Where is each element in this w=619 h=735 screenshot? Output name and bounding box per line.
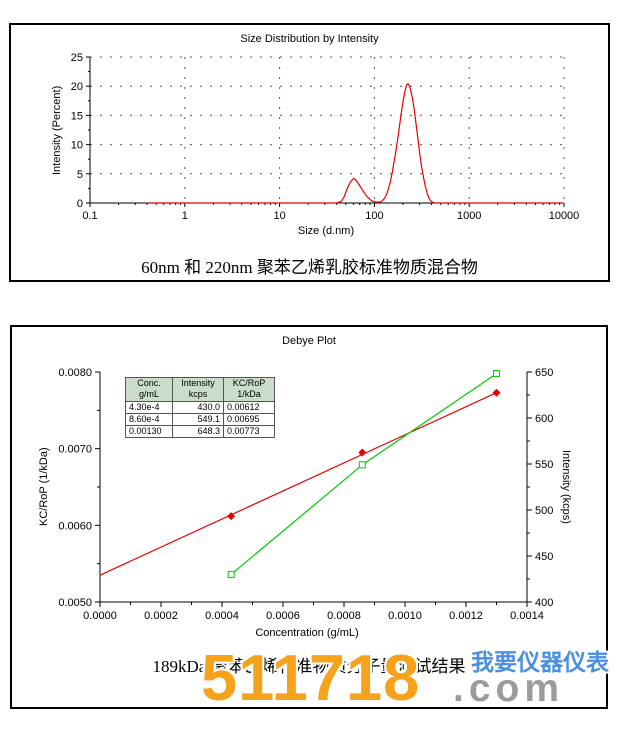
svg-text:0.0012: 0.0012	[449, 610, 483, 622]
svg-text:25: 25	[71, 52, 83, 64]
svg-text:400: 400	[535, 597, 553, 609]
debye-table-cell: 0.00130	[125, 424, 173, 439]
watermark-slogan: 我要仪器仪表	[471, 649, 609, 675]
svg-text:100: 100	[365, 210, 383, 222]
size-distribution-panel: Size Distribution by Intensity 0 5 10 15 20 2…	[9, 23, 610, 282]
svg-text:5: 5	[77, 169, 83, 181]
debye-table-header: Conc. g/mL Intensity kcps KC/RoP 1/kDa	[125, 377, 275, 402]
debye-table-row: 4.30e-4 430.0 0.00612	[125, 400, 275, 414]
svg-text:0.0002: 0.0002	[144, 610, 178, 622]
svg-text:10000: 10000	[549, 210, 580, 222]
size-distribution-chart: 0 5 10 15 20 25 0.1 1 10 100 1000 10000	[71, 52, 580, 222]
svg-text:0.0080: 0.0080	[58, 367, 92, 379]
debye-table-row: 8.60e-4 549.1 0.00695	[125, 412, 275, 427]
svg-text:15: 15	[71, 110, 83, 122]
svg-text:0.0006: 0.0006	[266, 610, 300, 622]
debye-table-cell: 8.60e-4	[125, 412, 173, 427]
svg-text:0: 0	[77, 198, 83, 210]
debye-chart-caption: 189kDa 聚苯乙烯标准物质分子量测试结果	[152, 657, 466, 676]
svg-text:1000: 1000	[457, 210, 481, 222]
svg-text:0.0008: 0.0008	[327, 610, 361, 622]
debye-right-axis-label: Intensity (kcps)	[560, 450, 572, 524]
debye-left-axis-label: KC/RoP (1/kDa)	[38, 447, 50, 527]
size-chart-x-axis-label: Size (d.nm)	[297, 225, 355, 237]
svg-text:0.0010: 0.0010	[388, 610, 422, 622]
debye-table-col-header: KC/RoP 1/kDa	[223, 377, 275, 402]
svg-text:0.0060: 0.0060	[58, 520, 92, 532]
debye-table-cell: 0.00773	[223, 424, 275, 439]
debye-table-col-header: Conc. g/mL	[125, 377, 173, 402]
debye-table-cell: 0.00612	[223, 400, 275, 414]
size-chart-caption: 60nm 和 220nm 聚苯乙烯乳胶标准物质混合物	[141, 258, 478, 277]
svg-text:600: 600	[535, 413, 553, 425]
svg-text:0.0050: 0.0050	[58, 597, 92, 609]
debye-table-cell: 430.0	[172, 400, 224, 414]
debye-table-cell: 648.3	[172, 424, 224, 439]
debye-table-cell: 0.00695	[223, 412, 275, 427]
svg-text:20: 20	[71, 81, 83, 93]
svg-text:450: 450	[535, 551, 553, 563]
debye-table-col-header: Intensity kcps	[172, 377, 224, 402]
svg-text:0.0000: 0.0000	[83, 610, 117, 622]
debye-chart-title: Debye Plot	[282, 335, 336, 347]
debye-table-cell: 549.1	[172, 412, 224, 427]
svg-text:550: 550	[535, 459, 553, 471]
debye-table-cell: 4.30e-4	[125, 400, 173, 414]
debye-plot-chart: 0.0050 0.0060 0.0070 0.0080 400 450 500 550 600 6…	[58, 367, 553, 622]
debye-table-row: 0.00130 648.3 0.00773	[125, 424, 275, 439]
watermark-number: 511718	[201, 641, 421, 714]
svg-text:650: 650	[535, 367, 553, 379]
svg-text:500: 500	[535, 505, 553, 517]
svg-text:0.0014: 0.0014	[510, 610, 544, 622]
svg-text:0.0070: 0.0070	[58, 444, 92, 456]
size-chart-y-axis-label: Intensity (Percent)	[51, 85, 63, 175]
svg-text:10: 10	[71, 140, 83, 152]
debye-results-table: Conc. g/mL Intensity kcps KC/RoP 1/kDa 4.30e-…	[125, 377, 275, 439]
svg-text:0.1: 0.1	[82, 210, 97, 222]
debye-plot-panel: Debye Plot 0.0050 0.0060 0.0070 0.0080 400 45…	[10, 325, 608, 709]
watermark-domain: .com	[453, 667, 565, 710]
size-chart-title: Size Distribution by Intensity	[240, 33, 379, 45]
svg-text:1: 1	[182, 210, 188, 222]
svg-text:10: 10	[273, 210, 285, 222]
debye-x-axis-label: Concentration (g/mL)	[255, 627, 359, 639]
svg-text:0.0004: 0.0004	[205, 610, 239, 622]
debye-table-body: 4.30e-4 430.0 0.00612 8.60e-4 549.1 0.00695 0.…	[125, 400, 275, 439]
